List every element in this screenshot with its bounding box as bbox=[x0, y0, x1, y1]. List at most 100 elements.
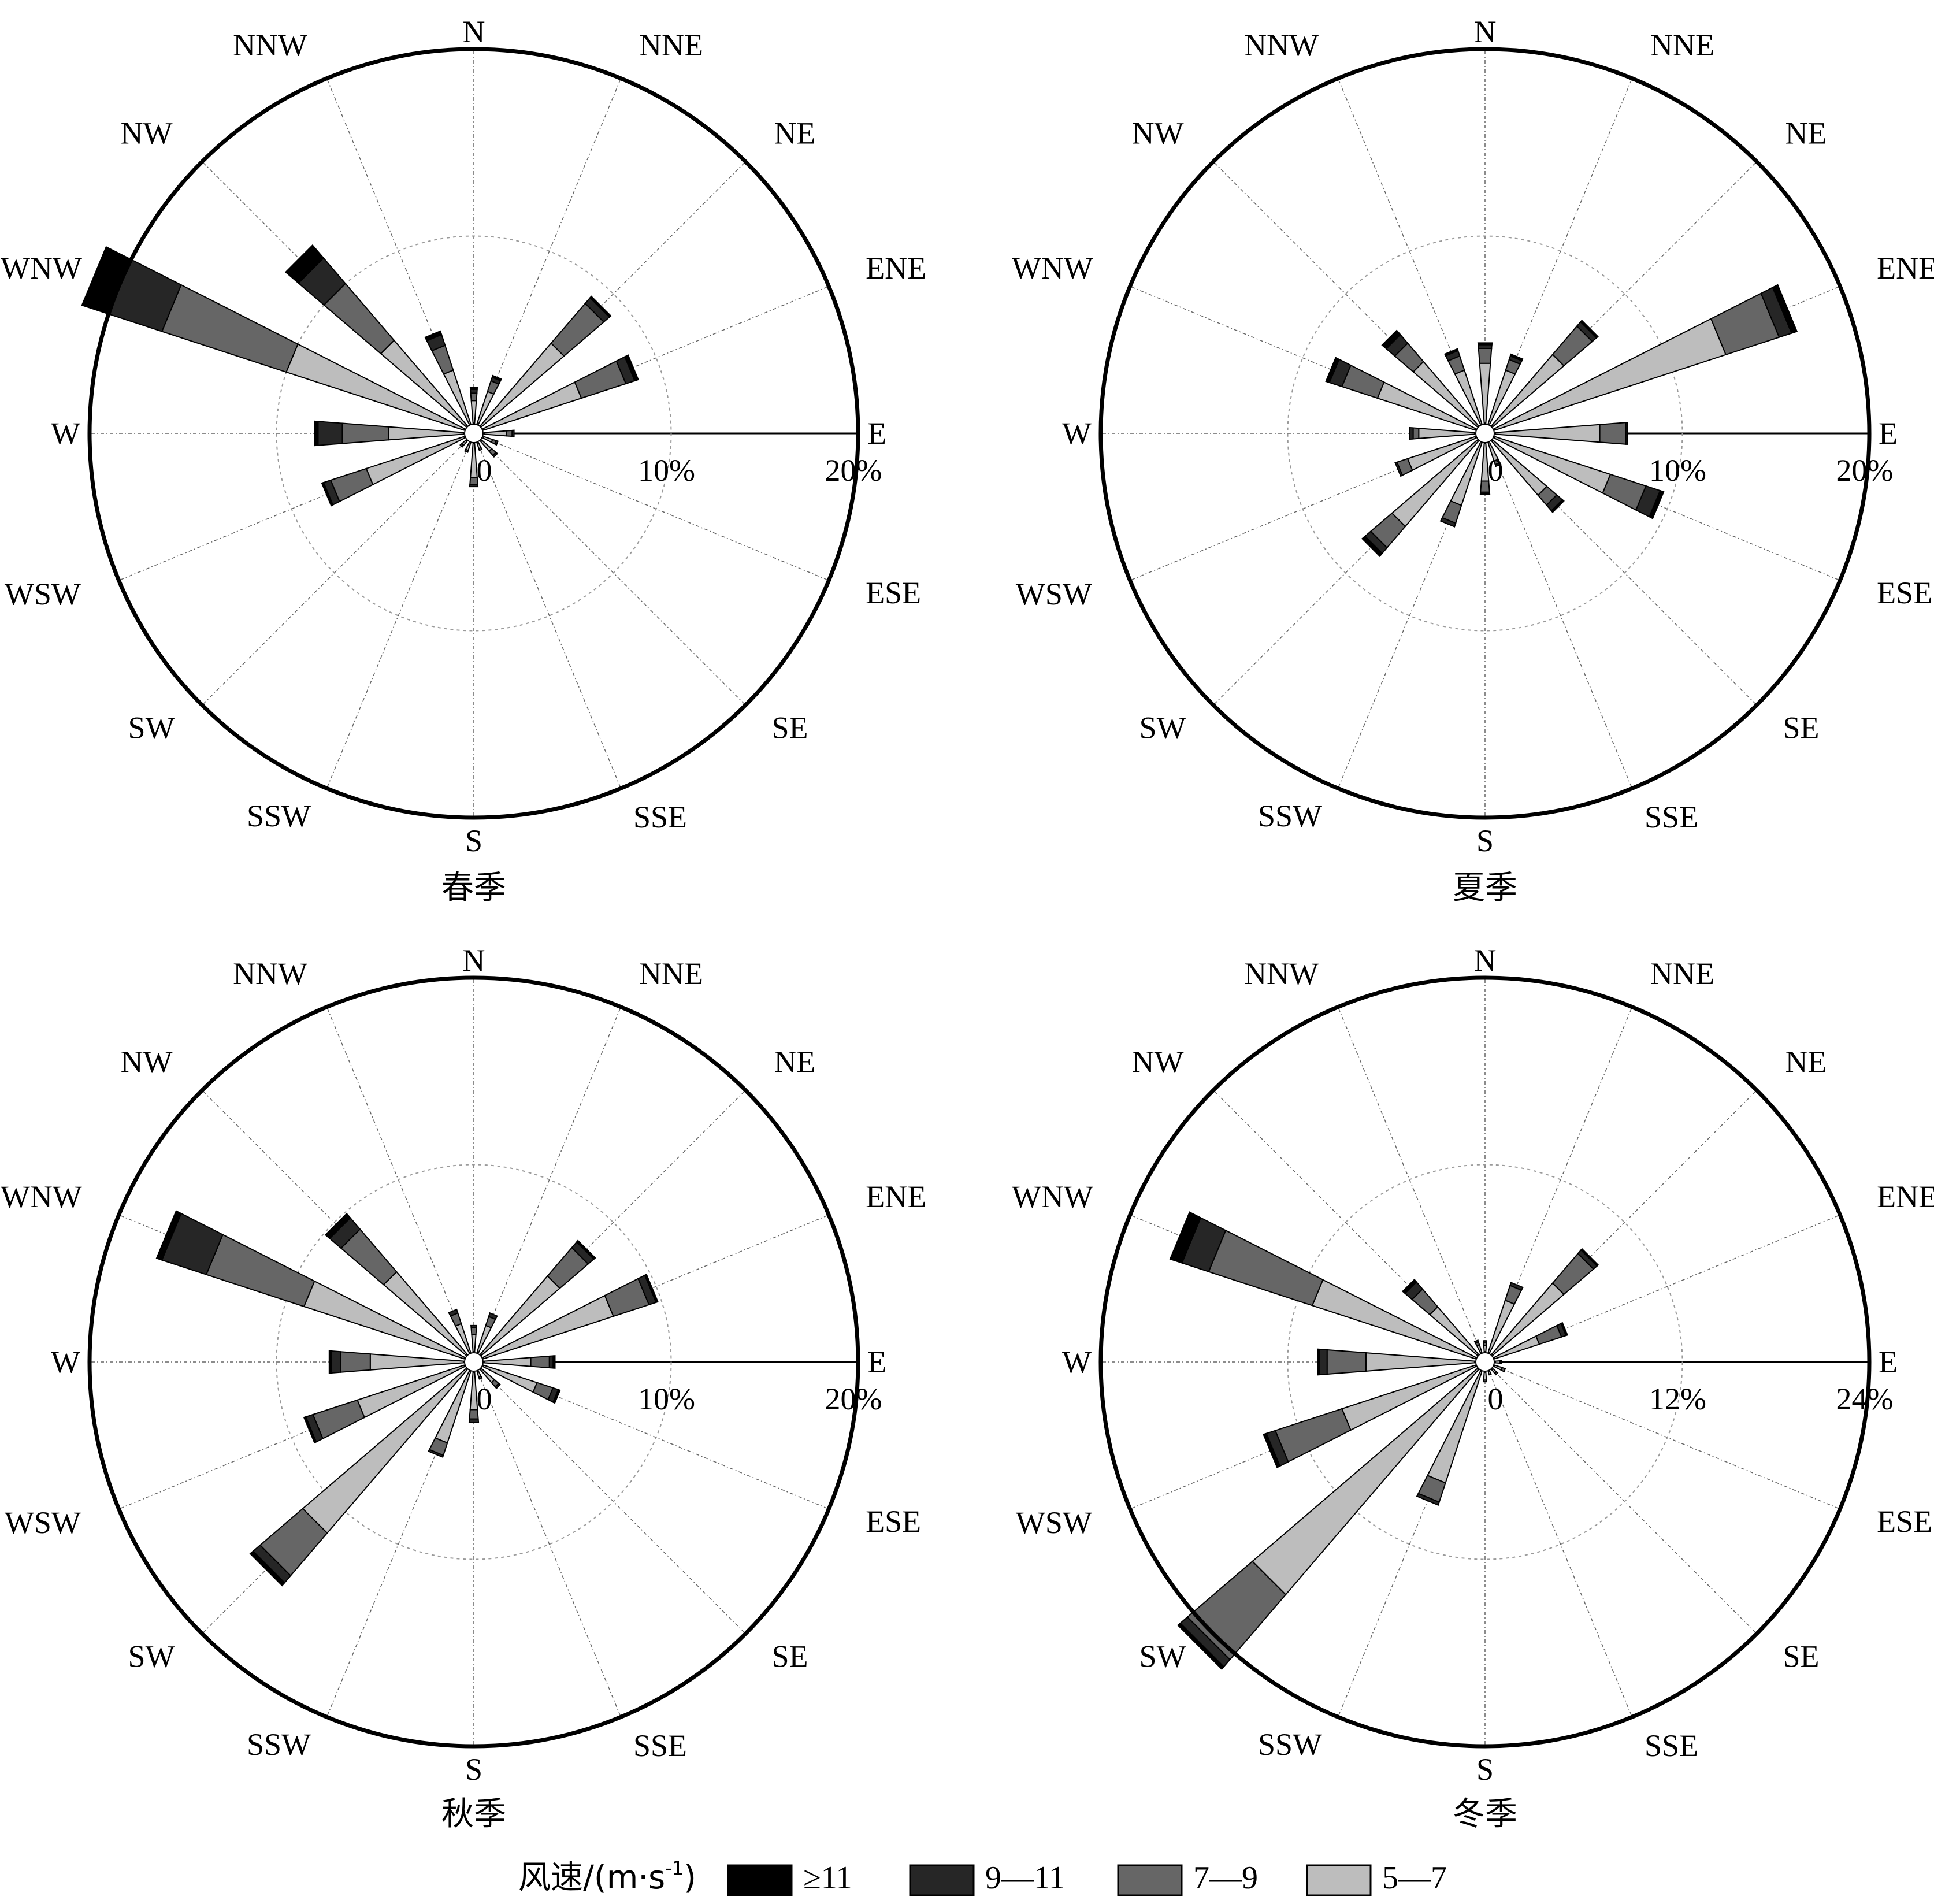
tick-label-2: 20% bbox=[825, 453, 882, 488]
bar-ssw-9-11 bbox=[428, 1449, 444, 1458]
grid-ring-mid bbox=[276, 1164, 672, 1560]
bar-e-5-7 bbox=[1494, 424, 1601, 443]
bar-ene-ge11 bbox=[644, 1274, 659, 1304]
dir-label-ne: NE bbox=[1785, 1045, 1827, 1079]
legend-label-7-9: 7—9 bbox=[1193, 1860, 1258, 1896]
dir-label-ssw: SSW bbox=[247, 799, 311, 833]
dir-label-n: N bbox=[463, 14, 485, 49]
spoke-ne bbox=[1484, 1090, 1757, 1363]
dir-label-ssw: SSW bbox=[1258, 799, 1322, 833]
dir-label-ese: ESE bbox=[866, 576, 921, 610]
dir-label-nw: NW bbox=[1132, 116, 1184, 151]
dir-label-nnw: NNW bbox=[233, 956, 307, 991]
dir-label-sse: SSE bbox=[1645, 1728, 1698, 1763]
bar-ne-ge11 bbox=[576, 1239, 596, 1260]
dir-label-n: N bbox=[1474, 14, 1497, 49]
legend-title-end: ) bbox=[684, 1859, 696, 1896]
tick-label-2: 20% bbox=[825, 1382, 882, 1416]
wind-rose-panel-1: N NNE NE ENE E ESE SE SSE S SSW SW WSW W WNW NW NNW 0 10%… bbox=[1, 14, 926, 907]
legend-title: 风速/(m·s-1) bbox=[518, 1857, 696, 1896]
bar-nne-ge11 bbox=[491, 374, 503, 382]
bar-s-5-7 bbox=[1483, 1371, 1487, 1381]
legend-label-5-7: 5—7 bbox=[1382, 1860, 1447, 1896]
dir-label-nnw: NNW bbox=[1244, 28, 1319, 62]
bar-sw-ge11 bbox=[1177, 1622, 1225, 1670]
bar-sse-7-9 bbox=[478, 1375, 483, 1380]
dir-label-ese: ESE bbox=[1877, 576, 1932, 610]
bar-ene-5-7 bbox=[1493, 318, 1727, 431]
spoke-sw bbox=[202, 1361, 474, 1634]
bar-e-5-7 bbox=[483, 1357, 532, 1367]
grid-ring-mid bbox=[276, 235, 672, 632]
dir-label-sw: SW bbox=[128, 710, 175, 745]
spoke-se bbox=[473, 1361, 746, 1634]
bar-nne-9-11 bbox=[1509, 1282, 1524, 1291]
spoke-ne bbox=[473, 161, 746, 434]
bar-n-5-7 bbox=[1479, 362, 1491, 424]
spoke-wnw bbox=[1130, 285, 1486, 434]
spoke-wsw bbox=[118, 433, 474, 581]
spoke-nne bbox=[473, 78, 622, 434]
bar-w-9-11 bbox=[317, 421, 343, 446]
bar-wsw-9-11 bbox=[1394, 461, 1404, 477]
legend-swatch-7-9 bbox=[1117, 1864, 1183, 1896]
spoke-sse bbox=[1484, 433, 1633, 789]
bar-wnw-5-7 bbox=[303, 1280, 466, 1360]
dir-label-ene: ENE bbox=[1877, 1179, 1934, 1214]
bar-wsw-ge11 bbox=[303, 1416, 317, 1444]
bar-nnw-ge11 bbox=[424, 330, 443, 342]
spoke-nnw bbox=[326, 1007, 474, 1363]
bar-w-7-9 bbox=[340, 1351, 371, 1373]
bar-wsw-7-9 bbox=[1274, 1408, 1352, 1463]
bar-e-9-11 bbox=[511, 429, 515, 437]
dir-label-wnw: WNW bbox=[1012, 1179, 1093, 1214]
legend-label-ge11: ≥11 bbox=[803, 1860, 852, 1896]
dir-label-nnw: NNW bbox=[233, 28, 307, 62]
dir-label-s: S bbox=[1476, 1752, 1494, 1787]
spoke-ssw bbox=[1337, 1361, 1486, 1717]
bar-w-9-11 bbox=[1409, 426, 1414, 440]
bar-nw-ge11 bbox=[324, 1212, 351, 1239]
bar-sse-7-9 bbox=[478, 447, 483, 451]
spoke-ssw bbox=[1337, 433, 1486, 789]
dir-label-nne: NNE bbox=[1650, 28, 1714, 62]
dir-label-ene: ENE bbox=[866, 1179, 926, 1214]
outer-ring bbox=[1098, 47, 1872, 820]
dir-label-nw: NW bbox=[1132, 1045, 1184, 1079]
bar-ene-5-7 bbox=[482, 1294, 614, 1360]
legend-title-superscript: -1 bbox=[665, 1857, 684, 1879]
grid-ring-mid bbox=[1287, 235, 1683, 632]
legend-swatch-5-7 bbox=[1306, 1864, 1372, 1896]
bar-sw-7-9 bbox=[459, 443, 465, 448]
legend: 风速/(m·s-1) ≥11 9—11 7—9 5—7 bbox=[518, 1857, 1447, 1896]
grid-ring-mid bbox=[1287, 1164, 1683, 1560]
bar-n-9-11 bbox=[470, 1324, 477, 1328]
center-circle bbox=[464, 1352, 484, 1372]
bar-w-ge11 bbox=[328, 1350, 332, 1374]
spoke-nne bbox=[473, 1007, 622, 1363]
dir-label-nne: NNE bbox=[639, 956, 703, 991]
dir-label-sw: SW bbox=[1139, 710, 1186, 745]
bar-e-9-11 bbox=[1625, 421, 1628, 446]
bar-ese-9-11 bbox=[493, 440, 499, 446]
bar-n-7-9 bbox=[470, 392, 478, 402]
dir-label-n: N bbox=[463, 943, 485, 978]
spoke-nw bbox=[202, 161, 474, 434]
dir-label-sse: SSE bbox=[1645, 800, 1698, 834]
legend-swatch-9-11 bbox=[909, 1864, 975, 1896]
dir-label-ne: NE bbox=[774, 1045, 815, 1079]
bar-nw-ge11 bbox=[284, 244, 325, 284]
spoke-se bbox=[1484, 433, 1757, 706]
bar-w-ge11 bbox=[314, 420, 319, 447]
bar-w-7-9 bbox=[1412, 427, 1420, 440]
tick-label-0: 0 bbox=[1488, 1382, 1504, 1416]
dir-label-se: SE bbox=[771, 1639, 808, 1673]
spoke-nne bbox=[1484, 78, 1633, 434]
dir-label-ne: NE bbox=[1785, 116, 1827, 151]
panel-title-3: 秋季 bbox=[441, 1795, 506, 1833]
bar-se-9-11 bbox=[492, 451, 499, 458]
dir-label-sw: SW bbox=[128, 1639, 175, 1673]
bar-ene-ge11 bbox=[624, 354, 639, 382]
bar-s-9-11 bbox=[1479, 491, 1491, 495]
bar-ene-ge11 bbox=[1772, 284, 1798, 334]
